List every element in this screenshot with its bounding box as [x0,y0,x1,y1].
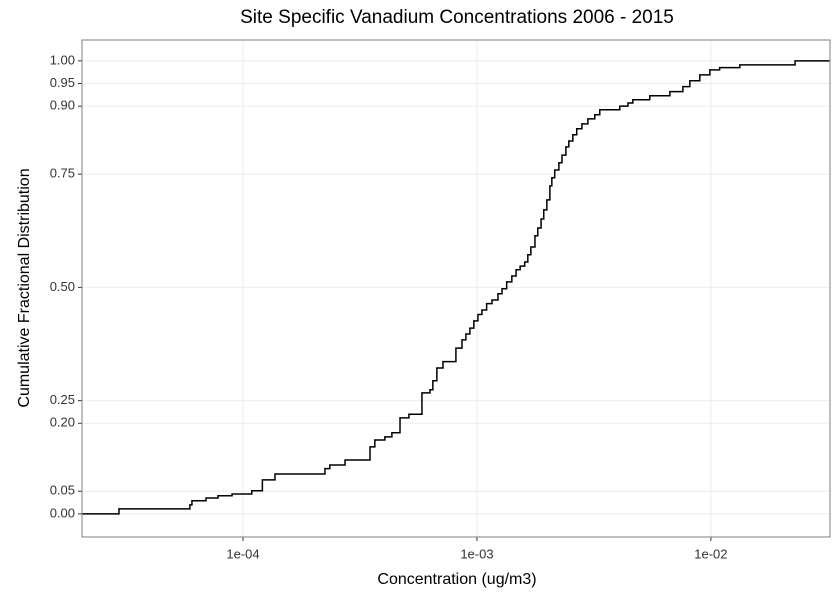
y-tick-label: 0.05 [50,483,75,498]
y-tick-label: 0.20 [50,415,75,430]
ecdf-line [82,60,830,515]
panel-border [81,39,831,538]
y-tick-label: 0.00 [50,505,75,520]
y-axis-label: Cumulative Fractional Distribution [16,168,33,407]
x-tick-label: 1e-02 [694,546,727,561]
chart-title: Site Specific Vanadium Concentrations 20… [240,7,674,28]
y-tick-label: 0.50 [50,279,75,294]
y-tick-label: 0.95 [50,75,75,90]
y-tick-label: 0.90 [50,98,75,113]
x-tick-label: 1e-04 [226,546,259,561]
x-axis-label: Concentration (ug/m3) [377,571,536,588]
x-tick-label: 1e-03 [460,546,493,561]
y-tick-label: 0.75 [50,166,75,181]
y-tick-label: 0.25 [50,392,75,407]
y-tick-label: 1.00 [50,52,75,67]
